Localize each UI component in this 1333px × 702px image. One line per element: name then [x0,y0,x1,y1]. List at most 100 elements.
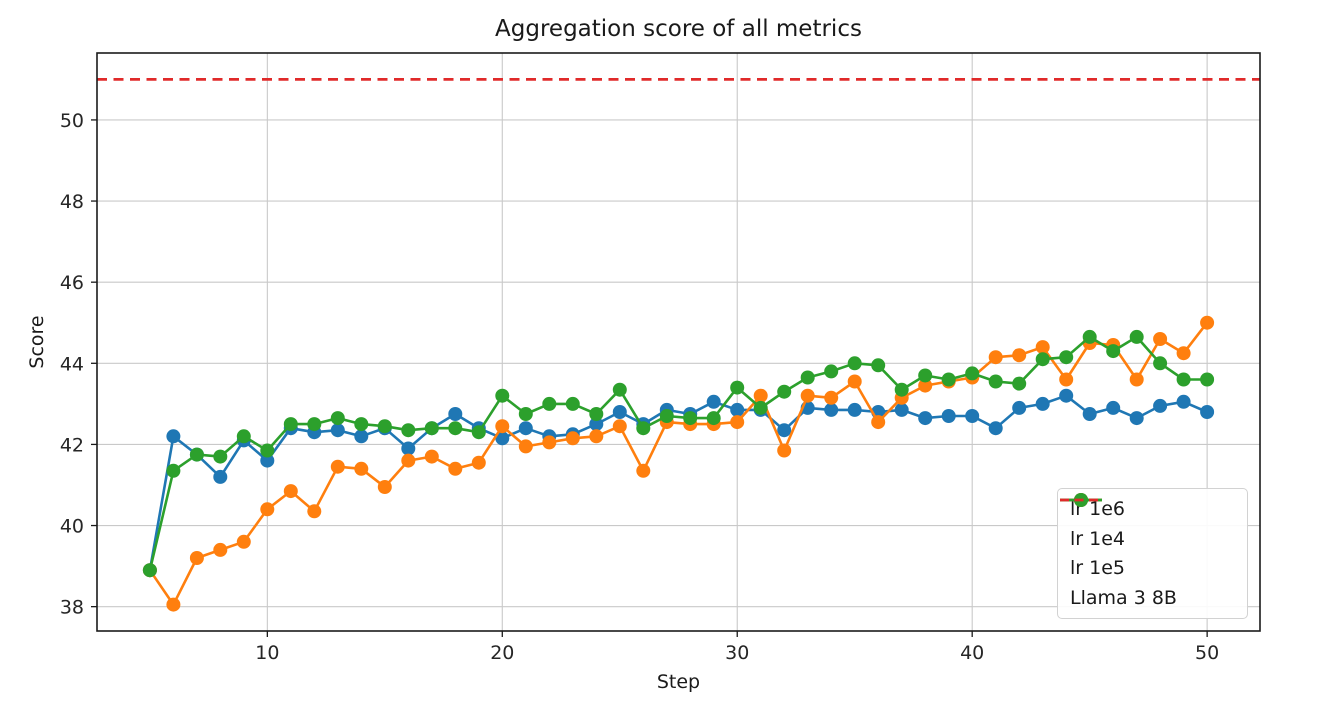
data-point-lr-1e4-step-35 [847,374,862,389]
data-point-lr-1e4-step-41 [988,350,1003,365]
series-group [142,315,1215,612]
data-point-lr-1e5-step-32 [777,384,792,399]
data-point-lr-1e4-step-26 [636,463,651,478]
y-axis-label: Score [26,315,48,369]
x-axis-label: Step [656,671,701,693]
data-point-lr-1e6-step-42 [1012,400,1027,415]
x-tick-label-50: 50 [1195,642,1219,664]
data-point-lr-1e4-step-9 [236,534,251,549]
y-tick-label-42: 42 [60,434,84,456]
y-tick-label-44: 44 [60,353,84,375]
chart-title: Aggregation score of all metrics [495,16,862,42]
legend-label-lr-1e5: lr 1e5 [1070,557,1125,580]
data-point-lr-1e5-step-13 [330,411,345,426]
x-tick-label-10: 10 [255,642,279,664]
data-point-lr-1e5-step-27 [659,409,674,423]
data-point-lr-1e6-step-30 [730,402,745,417]
data-point-lr-1e6-step-21 [518,421,533,436]
data-point-lr-1e4-step-36 [871,415,886,430]
data-point-lr-1e6-step-32 [777,423,792,438]
data-point-lr-1e4-step-34 [824,390,839,405]
data-point-lr-1e4-step-31 [753,388,768,403]
data-point-lr-1e4-step-18 [448,461,463,476]
legend-label-lr-1e4: lr 1e4 [1070,527,1125,550]
data-point-lr-1e5-step-33 [800,370,815,385]
data-point-lr-1e5-step-30 [730,380,745,395]
data-point-lr-1e5-step-21 [518,407,533,421]
data-point-lr-1e6-step-25 [612,405,627,419]
data-point-lr-1e6-step-47 [1129,411,1144,426]
data-point-lr-1e4-step-30 [730,415,745,430]
y-tick-label-50: 50 [60,110,84,132]
data-point-lr-1e4-step-25 [612,419,627,434]
data-point-lr-1e5-step-48 [1153,356,1168,371]
data-point-lr-1e4-step-23 [565,431,580,446]
series-line-lr-1e6 [148,394,1208,571]
data-point-lr-1e4-step-38 [918,378,933,393]
data-point-lr-1e5-step-23 [565,396,580,411]
data-point-lr-1e4-step-20 [495,419,510,434]
x-tick-label-20: 20 [490,642,514,664]
data-point-lr-1e6-step-43 [1035,396,1050,411]
data-point-lr-1e4-step-50 [1200,315,1215,330]
data-point-lr-1e5-step-12 [307,417,322,432]
data-point-lr-1e6-step-8 [213,469,228,484]
data-point-lr-1e4-step-42 [1012,348,1027,363]
data-point-lr-1e4-step-16 [401,453,416,468]
data-point-lr-1e5-step-7 [189,447,204,462]
data-point-lr-1e4-step-43 [1035,340,1050,355]
data-point-lr-1e5-step-47 [1129,329,1144,344]
data-point-lr-1e5-step-18 [448,421,463,436]
data-point-lr-1e5-step-28 [683,411,698,426]
legend: lr 1e6 lr 1e4 lr 1e5 Llama 3 8B [1057,488,1248,619]
data-point-lr-1e5-step-36 [871,358,886,373]
data-point-lr-1e5-step-17 [424,421,439,436]
legend-marker-llama-3-8b-dashed-line-icon [1060,498,1102,502]
data-point-lr-1e5-step-25 [612,382,627,397]
data-point-lr-1e4-step-32 [777,443,792,458]
data-point-lr-1e6-step-48 [1153,398,1168,413]
legend-item-llama-3-8b: Llama 3 8B [1060,498,1237,612]
x-tick-label-40: 40 [960,642,984,664]
data-point-lr-1e4-step-47 [1129,372,1144,387]
data-point-lr-1e5-step-45 [1082,329,1097,344]
series-line-lr-1e4 [148,321,1209,606]
data-point-lr-1e5-step-9 [236,429,251,444]
data-point-lr-1e4-step-15 [377,480,392,494]
data-point-lr-1e5-step-38 [918,368,933,383]
data-point-lr-1e6-step-46 [1106,400,1121,415]
data-point-lr-1e5-step-24 [589,407,604,421]
y-tick-label-48: 48 [60,191,84,213]
data-point-lr-1e5-step-20 [495,388,510,403]
data-point-lr-1e6-step-10 [260,453,275,468]
data-point-lr-1e4-step-6 [166,597,181,612]
data-point-lr-1e4-step-19 [471,455,486,470]
data-point-lr-1e5-step-37 [894,382,909,397]
data-point-lr-1e6-step-14 [354,429,369,444]
data-point-lr-1e5-step-22 [542,396,557,411]
y-tick-label-38: 38 [60,597,84,619]
data-point-lr-1e5-step-26 [636,421,651,436]
data-point-lr-1e5-step-34 [824,364,839,379]
data-point-lr-1e6-step-50 [1200,405,1215,419]
data-point-lr-1e4-step-22 [542,435,557,450]
data-point-lr-1e5-step-5 [142,563,157,578]
data-point-lr-1e6-step-39 [941,409,956,423]
legend-item-lr-1e4: lr 1e4 [1060,493,1237,553]
data-point-lr-1e5-step-46 [1106,344,1121,359]
data-point-lr-1e4-step-44 [1059,372,1074,387]
data-point-lr-1e4-step-24 [589,429,604,444]
data-point-lr-1e5-step-31 [753,400,768,415]
data-point-lr-1e6-step-35 [847,402,862,417]
data-point-lr-1e6-step-44 [1059,388,1074,403]
data-point-lr-1e5-step-41 [988,374,1003,389]
plot-border [96,52,1261,632]
data-point-lr-1e4-step-8 [213,542,228,557]
data-point-lr-1e5-step-35 [847,356,862,371]
data-point-lr-1e4-step-48 [1153,332,1168,346]
data-point-lr-1e4-step-7 [189,551,204,565]
data-point-lr-1e5-step-29 [706,411,721,426]
data-point-lr-1e5-step-14 [354,417,369,432]
data-point-lr-1e6-step-38 [918,411,933,426]
